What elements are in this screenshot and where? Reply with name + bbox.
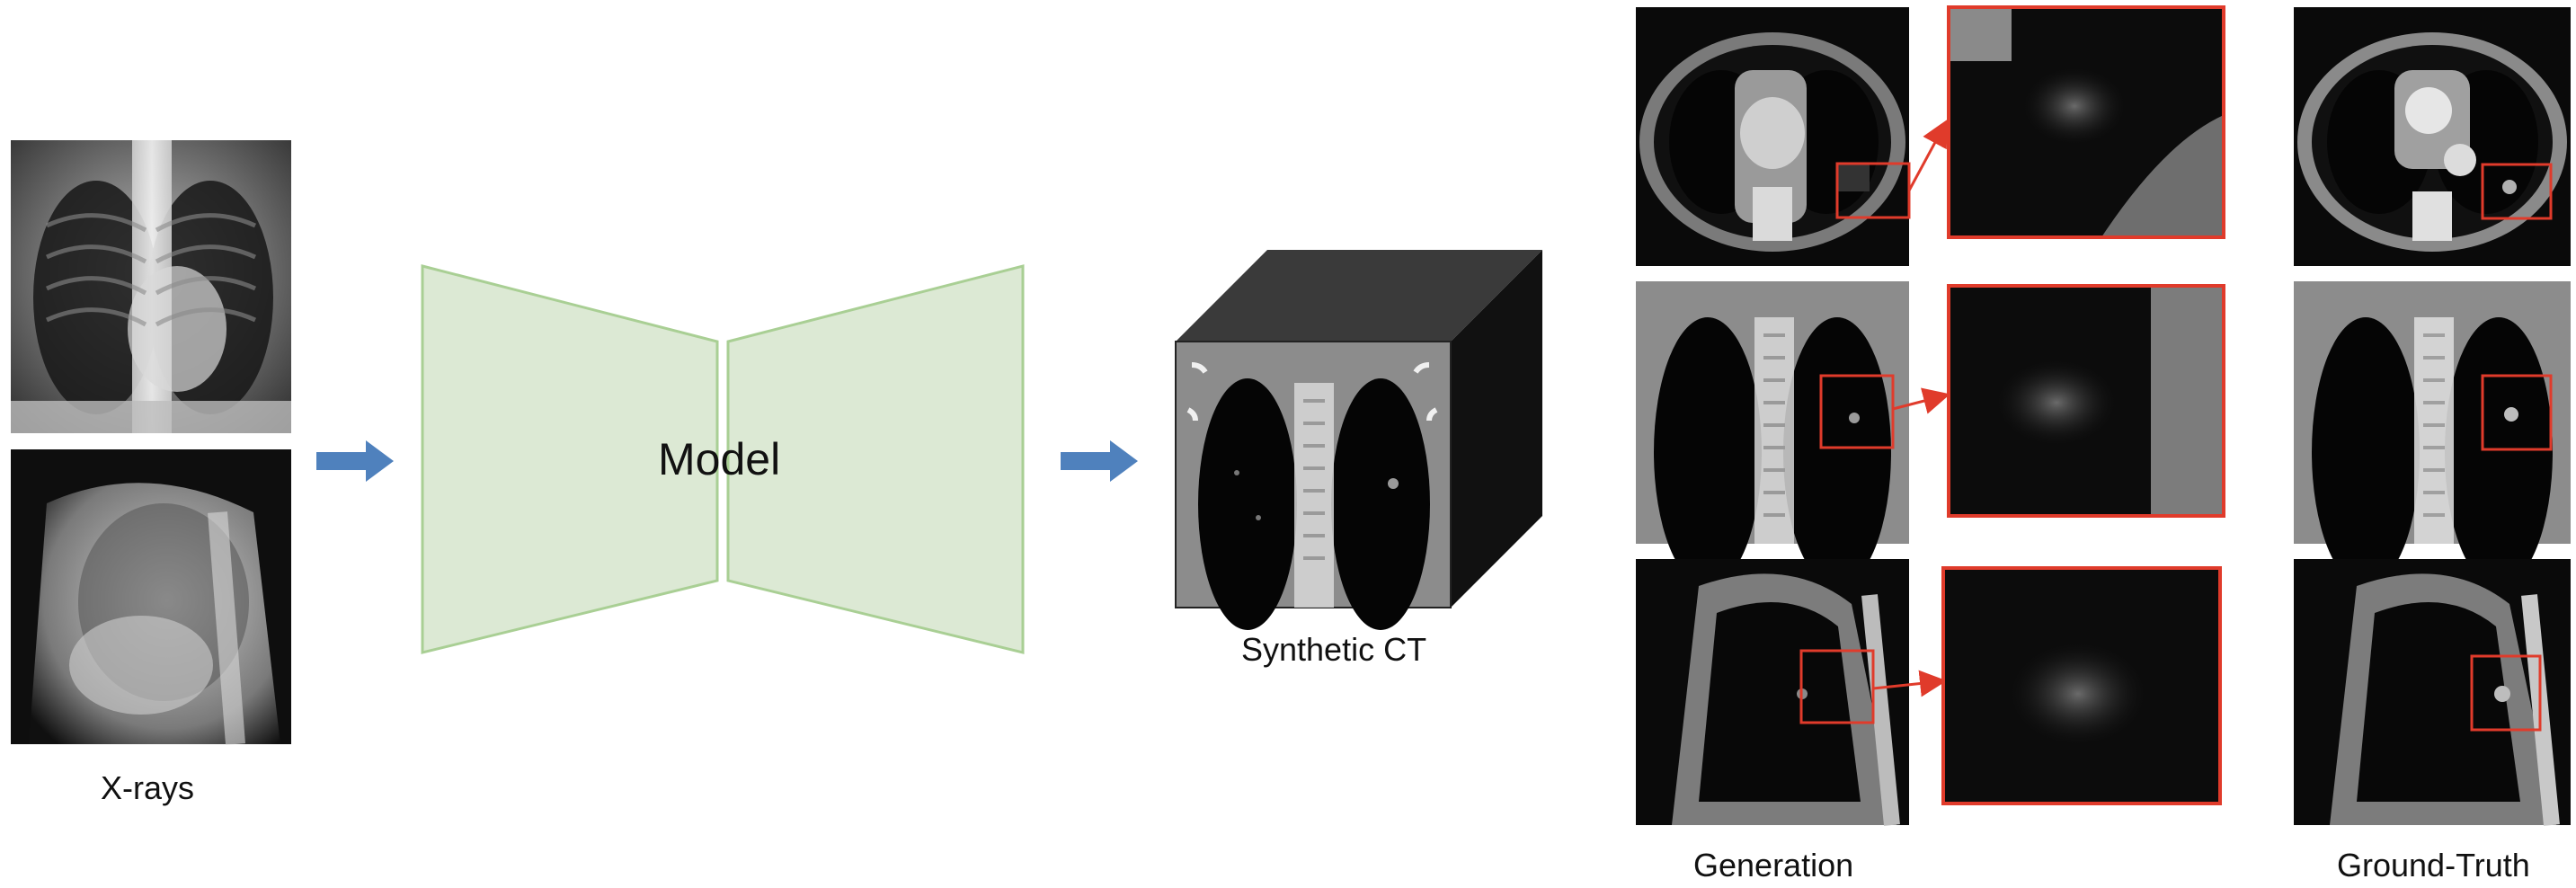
roi-sagittal-box [1799,649,1875,724]
arrow-to-ct-icon [1061,440,1138,482]
arrow-to-model-icon [316,440,394,482]
zoom-axial-image [1947,5,2225,239]
generation-coronal-image [1636,281,1909,587]
ground-truth-sagittal-image [2294,559,2571,826]
xray-frontal-image [11,140,291,433]
zoom-arrow-axial [1907,119,1948,191]
cube-side-face [1451,250,1542,608]
synthetic-ct-cube [1175,250,1542,630]
roi-axial-box [1835,162,1911,219]
xray-lateral-image [11,449,291,745]
ground-truth-coronal-image [2294,281,2571,587]
cube-top-face [1176,250,1542,342]
ground-truth-axial-image [2294,7,2571,266]
generation-axial-image [1636,7,1909,266]
zoom-sagittal-image [1941,566,2222,805]
ground-truth-label: Ground-Truth [2337,847,2530,884]
decoder-shape [726,264,1025,654]
zoom-arrow-sagittal [1872,670,1947,697]
synthetic-ct-label: Synthetic CT [1241,631,1427,668]
roi-coronal-box [1819,374,1895,449]
generation-label: Generation [1693,847,1854,884]
model-label: Model [658,434,781,484]
zoom-coronal-image [1947,284,2225,518]
zoom-arrow-coronal [1892,387,1950,414]
xrays-label: X-rays [101,769,195,806]
encoder-shape [421,264,719,654]
model-diagram [421,264,1025,654]
synthetic-ct-coronal-image [1175,341,1452,630]
